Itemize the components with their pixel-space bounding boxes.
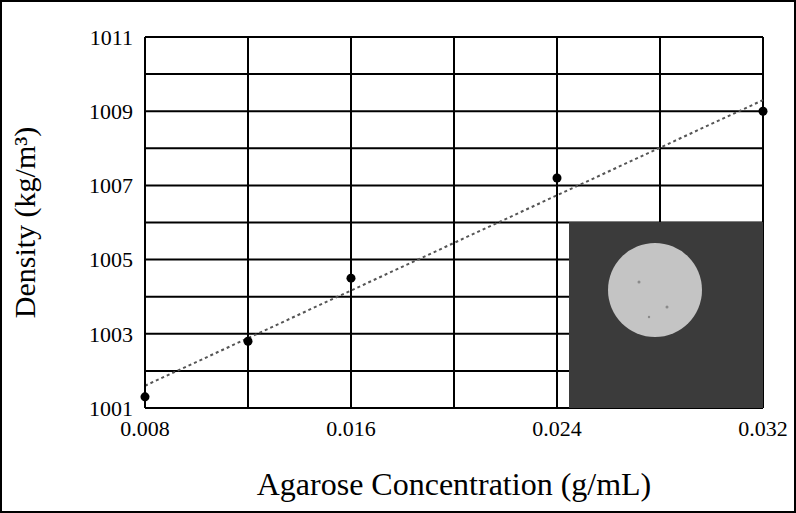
svg-text:0.032: 0.032 <box>738 416 788 441</box>
svg-text:0.016: 0.016 <box>326 416 376 441</box>
svg-text:1007: 1007 <box>89 173 133 198</box>
svg-text:Agarose Concentration (g/mL): Agarose Concentration (g/mL) <box>257 466 652 502</box>
svg-text:0.024: 0.024 <box>532 416 582 441</box>
svg-text:1009: 1009 <box>89 99 133 124</box>
svg-text:1003: 1003 <box>89 322 133 347</box>
svg-text:1011: 1011 <box>90 25 133 50</box>
svg-text:1005: 1005 <box>89 247 133 272</box>
svg-text:0.008: 0.008 <box>120 415 170 441</box>
svg-text:Density (kg/m³): Density (kg/m³) <box>8 127 42 318</box>
svg-text:1001: 1001 <box>89 396 133 421</box>
